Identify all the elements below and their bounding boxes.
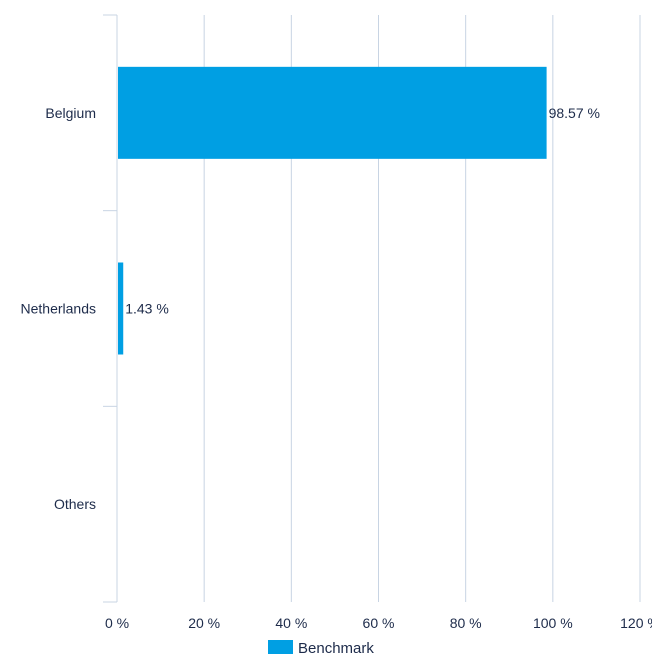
value-axis-tick-labels: 0 % 20 % 40 % 60 % 80 % 100 % 120 % [105,615,652,631]
data-label: 98.57 % [549,105,600,121]
category-axis-labels: Belgium Netherlands Others [21,105,97,512]
legend-swatch[interactable] [268,640,293,654]
x-tick-label: 100 % [533,615,573,631]
legend-label[interactable]: Benchmark [298,640,374,654]
data-label: 1.43 % [125,301,169,317]
x-tick-label: 20 % [188,615,220,631]
bar-netherlands[interactable] [118,262,124,355]
x-tick-label: 40 % [275,615,307,631]
bar-belgium[interactable] [118,66,547,159]
x-tick-label: 120 % [620,615,652,631]
x-tick-label: 60 % [363,615,395,631]
legend[interactable]: Benchmark [268,640,374,654]
x-tick-label: 0 % [105,615,129,631]
category-label: Netherlands [21,301,97,317]
bar-series [118,66,547,355]
x-tick-label: 80 % [450,615,482,631]
category-label: Belgium [45,105,96,121]
data-labels: 98.57 % 1.43 % [125,105,600,317]
category-label: Others [54,496,96,512]
